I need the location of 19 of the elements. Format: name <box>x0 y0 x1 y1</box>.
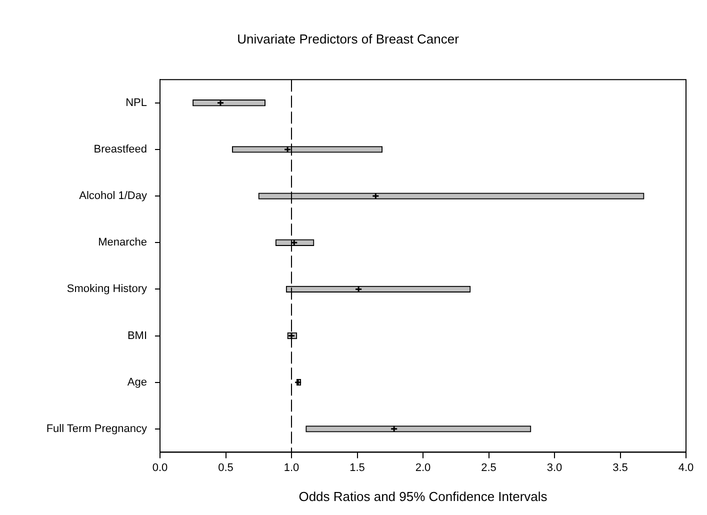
x-tick-label: 3.0 <box>546 462 562 474</box>
x-tick-label: 2.5 <box>481 462 496 474</box>
x-tick-label: 1.0 <box>284 462 300 474</box>
y-tick-label: Alcohol 1/Day <box>79 190 148 202</box>
y-tick-label: Full Term Pregnancy <box>46 422 148 435</box>
x-tick-label: 1.5 <box>350 462 365 474</box>
y-tick-label: NPL <box>126 96 147 109</box>
x-tick-label: 3.5 <box>612 462 628 474</box>
y-tick-label: Age <box>127 376 147 388</box>
x-tick-label: 2.0 <box>415 462 431 474</box>
y-tick-label: Menarche <box>98 236 147 249</box>
y-tick-label: Smoking History <box>66 283 148 296</box>
y-tick-label: BMI <box>127 330 147 342</box>
x-tick-label: 4.0 <box>678 462 694 474</box>
x-axis-title: Odds Ratios and 95% Confidence Intervals <box>298 488 548 504</box>
chart-title: Univariate Predictors of Breast Cancer <box>237 31 460 46</box>
x-tick-label: 0.0 <box>152 462 168 474</box>
x-tick-label: 0.5 <box>218 462 234 474</box>
y-tick-label: Breastfeed <box>94 143 147 156</box>
